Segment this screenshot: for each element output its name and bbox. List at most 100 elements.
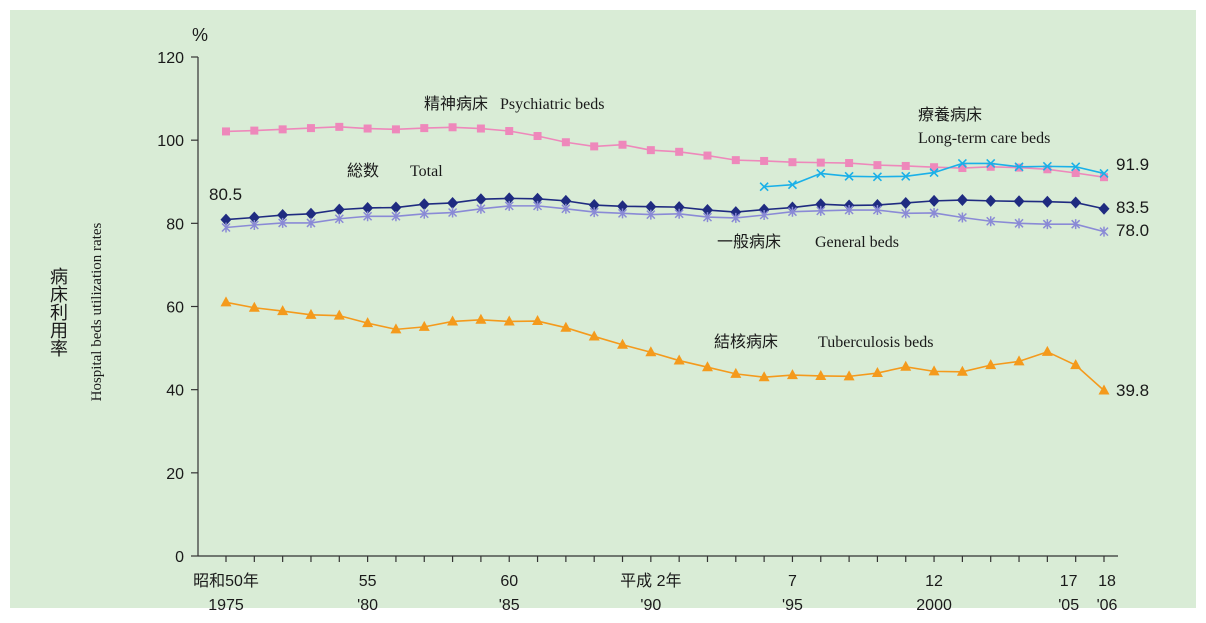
data-point — [503, 315, 515, 326]
data-point — [1071, 169, 1080, 178]
label-total-ja: 総数 — [347, 162, 379, 180]
data-point — [928, 365, 940, 376]
data-point — [646, 146, 655, 155]
data-point — [221, 222, 231, 233]
data-point — [758, 371, 770, 382]
data-point — [787, 206, 797, 217]
y-unit-label: % — [192, 25, 208, 45]
series-total — [220, 192, 1110, 226]
data-point — [731, 212, 741, 223]
data-point — [1070, 359, 1082, 370]
data-point — [390, 323, 402, 334]
x-tick-label-bottom: 2000 — [916, 597, 952, 614]
data-point — [957, 212, 967, 223]
x-tick-label-top: 60 — [500, 573, 518, 590]
data-point — [958, 164, 967, 173]
data-point — [590, 142, 599, 151]
data-point — [533, 132, 542, 141]
data-point — [420, 124, 429, 133]
y-axis-title-ja: 病床利用率 — [48, 267, 68, 357]
data-point — [1014, 162, 1024, 172]
y-tick-label: 80 — [166, 216, 184, 233]
y-axis-title-en: Hospital beds utilization rates — [89, 222, 105, 401]
data-point — [532, 192, 544, 205]
series-tuberculosis-beds — [220, 296, 1110, 395]
data-point — [986, 162, 995, 171]
x-tick-label-top: 7 — [788, 573, 797, 590]
x-tick-label-bottom: '80 — [357, 597, 378, 614]
label-psychiatric-ja: 精神病床 — [424, 95, 488, 113]
data-point — [363, 211, 373, 222]
data-point — [1014, 218, 1024, 229]
data-point — [418, 198, 430, 211]
series-line — [225, 205, 1105, 233]
data-point — [503, 192, 515, 205]
data-point — [362, 317, 374, 328]
label-longterm-ja: 療養病床 — [918, 106, 982, 124]
x-tick-label-top: 昭和50年 — [193, 572, 259, 590]
data-point — [1042, 219, 1052, 230]
data-point — [645, 346, 657, 357]
label-tuberculosis-ja: 結核病床 — [714, 333, 778, 351]
data-point — [673, 354, 685, 365]
data-point — [646, 209, 656, 220]
data-point — [1041, 345, 1053, 356]
end-label-longterm: 91.9 — [1116, 155, 1149, 174]
label-total-en: Total — [410, 163, 443, 180]
data-point — [334, 213, 344, 224]
data-point — [701, 361, 713, 372]
data-point — [843, 370, 855, 381]
data-point — [928, 194, 940, 207]
data-point — [985, 194, 997, 207]
data-point — [278, 217, 288, 228]
data-point — [1099, 168, 1109, 178]
data-point — [475, 313, 487, 324]
data-point — [816, 168, 826, 178]
data-point — [1042, 161, 1052, 171]
data-point — [787, 180, 798, 190]
data-point — [1071, 162, 1081, 172]
value-labels: 80.5 91.9 83.5 78.0 39.8 — [209, 155, 1149, 400]
label-psychiatric-en: Psychiatric beds — [500, 96, 604, 113]
data-point — [1013, 355, 1025, 366]
y-tick-label: 40 — [166, 383, 184, 400]
x-ticks: 昭和50年 1975 55 '80 60 '85 平成 2年 '90 7 '95 12 2000 17 '… — [193, 556, 1118, 614]
data-point — [901, 171, 911, 181]
data-point — [560, 194, 572, 207]
start-label-total: 80.5 — [209, 185, 242, 204]
data-point — [956, 365, 968, 376]
data-point — [335, 122, 344, 131]
data-point — [645, 200, 657, 213]
data-point — [816, 158, 825, 167]
series-layer — [220, 122, 1110, 395]
x-tick-label-bottom: '06 — [1097, 597, 1118, 614]
data-point — [901, 208, 911, 219]
data-point — [1070, 196, 1082, 209]
data-point — [306, 217, 316, 228]
data-point — [1100, 173, 1108, 182]
x-tick-label-top: 55 — [359, 573, 377, 590]
data-point — [560, 321, 572, 332]
data-point — [701, 204, 713, 217]
data-point — [815, 369, 827, 380]
data-point — [871, 367, 883, 378]
y-tick-label: 100 — [157, 133, 184, 150]
end-label-total: 83.5 — [1116, 198, 1149, 217]
data-point — [561, 203, 571, 214]
data-point — [702, 212, 713, 223]
data-point — [929, 207, 939, 218]
data-point — [786, 369, 798, 380]
data-point — [533, 200, 543, 211]
series-labels: 精神病床 Psychiatric beds 療養病床 Long-term car… — [347, 95, 1050, 351]
data-point — [1098, 384, 1110, 395]
data-point — [250, 126, 259, 135]
data-point — [844, 205, 854, 216]
data-point — [617, 338, 629, 349]
data-point — [929, 168, 939, 178]
end-label-tuberculosis: 39.8 — [1116, 381, 1149, 400]
label-longterm-en: Long-term care beds — [918, 130, 1050, 147]
data-point — [617, 200, 629, 213]
data-point — [249, 219, 259, 230]
data-point — [305, 308, 317, 319]
data-point — [760, 156, 769, 165]
